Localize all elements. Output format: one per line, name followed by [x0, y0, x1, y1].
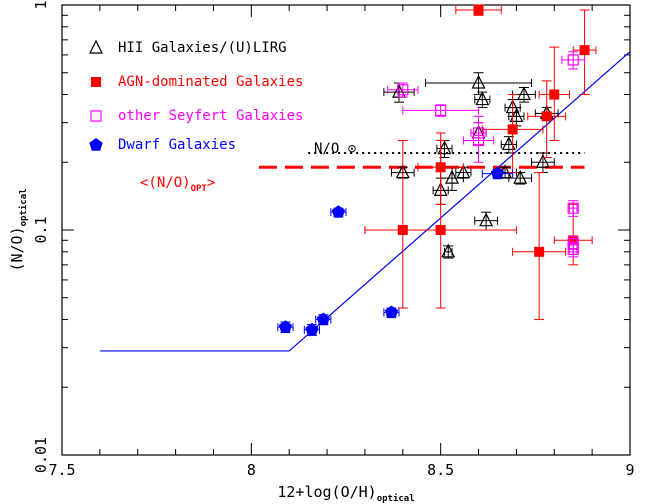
data-point	[535, 153, 550, 168]
data-point	[435, 104, 447, 117]
fit-line	[99, 51, 631, 352]
data-point	[490, 166, 505, 180]
legend-label: other Seyfert Galaxies	[118, 108, 303, 124]
axis-labels: 12+log(O/H)optical (N/O)optical	[8, 188, 415, 504]
data-point	[435, 162, 446, 173]
legend-marker	[89, 39, 103, 54]
data-point	[517, 86, 531, 101]
data-point	[534, 246, 545, 257]
legend-label: AGN-dominated Galaxies	[118, 74, 303, 90]
data-point	[331, 205, 346, 218]
legend-marker	[90, 110, 102, 122]
data-point	[456, 164, 471, 179]
axis-ticks	[61, 4, 631, 456]
x-tick-label: 8	[247, 461, 256, 479]
plot-frame	[61, 4, 631, 456]
data-point	[472, 127, 485, 139]
legend: HII Galaxies/(U)LIRG AGN-dominated Galaxi…	[89, 39, 303, 153]
data-point	[579, 45, 590, 56]
plot-border	[61, 4, 631, 456]
series-3	[277, 166, 514, 336]
y-tick-label: 0.01	[32, 437, 50, 473]
data-point	[278, 320, 293, 333]
data-point	[501, 136, 516, 151]
x-tick-label: 8.5	[427, 461, 454, 479]
y-tick-label: 0.1	[32, 216, 50, 243]
series-2	[387, 51, 586, 258]
legend-marker	[89, 138, 103, 151]
data-points	[277, 4, 597, 336]
data-point	[435, 225, 446, 235]
data-point	[445, 169, 459, 184]
x-tick-label: 9	[625, 461, 634, 479]
tick-labels: 7.5 8 8.5 9 0.01 0.1 1	[32, 0, 635, 479]
data-point	[541, 111, 552, 122]
data-point	[437, 140, 452, 155]
fit-polyline	[99, 51, 631, 352]
data-point	[397, 84, 409, 96]
data-point	[305, 322, 319, 336]
x-tick-label: 7.5	[48, 461, 75, 479]
legend-label: HII Galaxies/(U)LIRG	[118, 40, 287, 56]
x-axis-label: 12+log(O/H)optical	[277, 483, 414, 504]
y-axis-label: (N/O)optical	[8, 188, 29, 271]
data-point	[567, 202, 579, 214]
data-point	[549, 89, 560, 100]
data-point	[507, 124, 518, 135]
solar-no-label: N/O ⊙	[314, 141, 357, 157]
series-1	[364, 4, 597, 321]
data-point	[479, 212, 494, 227]
data-point	[471, 74, 486, 89]
data-point	[509, 107, 524, 122]
data-point	[567, 243, 579, 255]
mean-no-label: <(N/O)OPT>	[140, 175, 215, 194]
data-point	[475, 91, 490, 106]
data-point	[473, 5, 484, 16]
data-point	[567, 54, 579, 66]
data-point	[316, 312, 330, 326]
data-point	[513, 169, 528, 184]
data-point	[441, 243, 456, 258]
y-tick-label: 1	[32, 0, 50, 9]
legend-label: Dwarf Galaxies	[118, 137, 236, 153]
legend-marker	[91, 77, 101, 87]
data-point	[384, 305, 399, 319]
